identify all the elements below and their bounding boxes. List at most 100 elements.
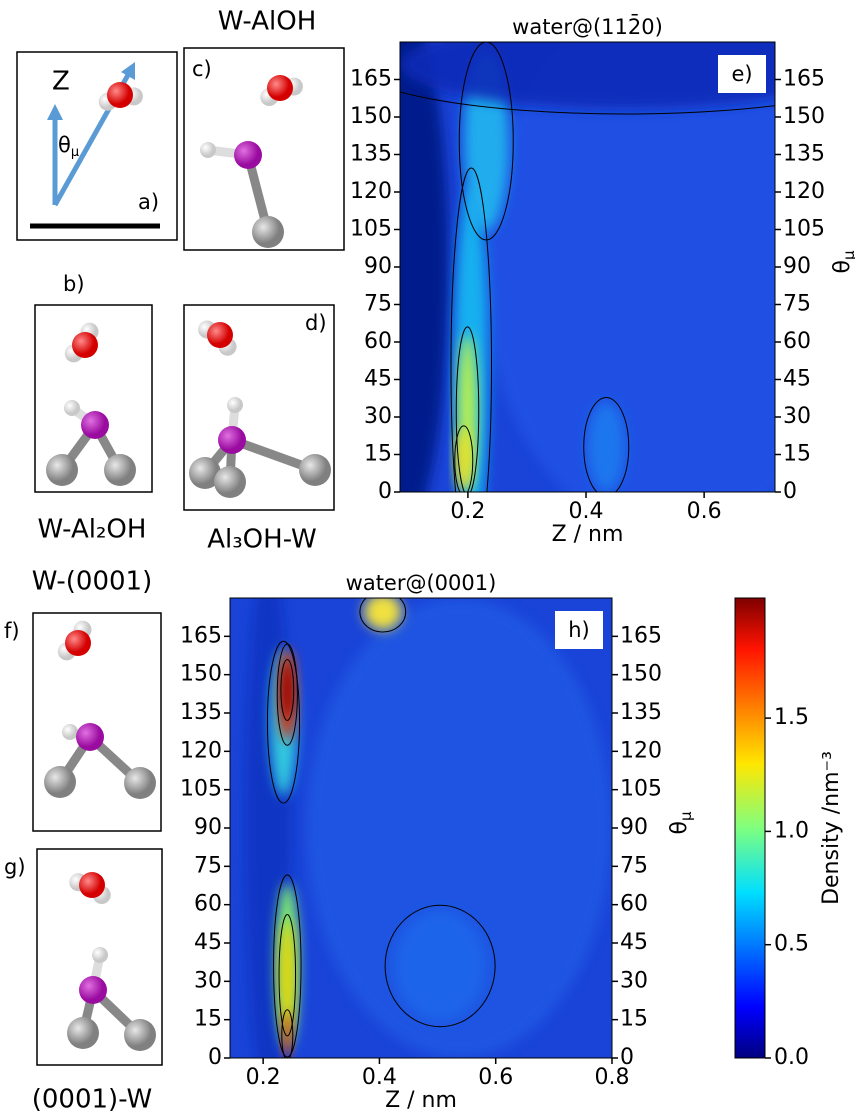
- panel-box: [32, 612, 162, 832]
- panel-caption: (0001)-W: [32, 1085, 153, 1115]
- y-tick-label: 135: [350, 142, 392, 167]
- density-region: [482, 42, 775, 492]
- density-region: [281, 662, 293, 718]
- atom: [124, 767, 156, 799]
- density-region: [400, 42, 775, 110]
- atom: [64, 400, 80, 416]
- panel-label-box: [555, 611, 603, 649]
- contour: [384, 904, 496, 1028]
- y-tick-label: 45: [364, 367, 392, 392]
- atom: [79, 976, 107, 1004]
- x-tick-label: 0.2: [246, 1065, 281, 1090]
- panel-label: h): [568, 618, 590, 642]
- panel-label: f): [4, 619, 20, 643]
- y-tick-label: 30: [364, 404, 392, 429]
- density-region: [306, 598, 612, 1058]
- chart-title: water@(112̄0): [512, 14, 663, 39]
- atom: [104, 454, 136, 486]
- atom: [92, 947, 108, 963]
- y-tick-label: 60: [194, 892, 222, 917]
- colorbar-tick-label: 0.5: [774, 932, 809, 957]
- contour: [273, 874, 302, 1058]
- contour: [359, 598, 407, 633]
- y-tick-label: 75: [194, 853, 222, 878]
- y-tick-label: 60: [364, 329, 392, 354]
- atom: [227, 397, 243, 413]
- panel-caption: W-Al₂OH: [38, 515, 147, 545]
- colorbar-tick-label: 0.0: [774, 1045, 809, 1070]
- x-tick-label: 0.2: [450, 499, 485, 524]
- y2-tick-label: 30: [783, 404, 811, 429]
- contour: [454, 425, 474, 492]
- molecules: [44, 75, 331, 1051]
- z-label: Z: [52, 67, 70, 97]
- contour: [278, 913, 297, 1037]
- panel-box: [34, 304, 153, 493]
- atom: [267, 75, 293, 101]
- atom: [76, 723, 104, 751]
- y-tick-label: 165: [350, 67, 392, 92]
- panel-label: e): [731, 62, 752, 86]
- panel-label-box: [718, 55, 766, 93]
- chart-title: water@(0001): [346, 571, 497, 595]
- x-tick-label: 0.4: [569, 499, 604, 524]
- density-region: [400, 42, 449, 492]
- panel-box: [183, 47, 345, 251]
- y-tick-label: 165: [180, 623, 222, 648]
- contour: [400, 91, 775, 115]
- panel-box: [183, 304, 335, 511]
- y-tick-label: 30: [194, 968, 222, 993]
- heatmap: [230, 598, 612, 1058]
- density-region: [587, 402, 625, 492]
- heatmap: [400, 42, 775, 492]
- panel-title: W-AlOH: [218, 7, 317, 37]
- y-tick-label: 135: [180, 700, 222, 725]
- panel-label: a): [138, 190, 159, 214]
- y-tick-label: 0: [208, 1045, 222, 1070]
- y2-tick-label: 105: [783, 217, 825, 242]
- y2-tick-label: 75: [620, 853, 648, 878]
- contour: [455, 326, 480, 492]
- density-region: [282, 1012, 292, 1058]
- x-tick-label: 0.6: [478, 1065, 513, 1090]
- y-axis-title: θμ: [830, 250, 855, 273]
- y2-tick-label: 45: [783, 367, 811, 392]
- arrowhead: [47, 104, 63, 120]
- y2-tick-label: 75: [783, 292, 811, 317]
- atom: [44, 766, 76, 798]
- contour: [281, 1009, 294, 1058]
- y2-tick-label: 90: [783, 254, 811, 279]
- y-tick-label: 90: [364, 254, 392, 279]
- density-region: [363, 598, 402, 631]
- atom: [207, 322, 233, 348]
- y2-tick-label: 135: [783, 142, 825, 167]
- y2-tick-label: 45: [620, 930, 648, 955]
- atom: [79, 872, 105, 898]
- y2-tick-label: 0: [783, 479, 797, 504]
- y2-tick-label: 0: [620, 1045, 634, 1070]
- atom: [65, 630, 91, 656]
- panel-box: [16, 51, 178, 241]
- atom: [67, 1017, 99, 1049]
- y-tick-label: 105: [180, 777, 222, 802]
- panel-title: W-(0001): [32, 567, 153, 597]
- contour: [458, 42, 514, 241]
- y2-tick-label: 165: [783, 67, 825, 92]
- y2-tick-label: 135: [620, 700, 662, 725]
- atom: [299, 454, 331, 486]
- x-tick-label: 0.4: [362, 1065, 397, 1090]
- y-tick-label: 15: [364, 442, 392, 467]
- x-axis-title: Z / nm: [385, 1088, 457, 1113]
- y-tick-label: 0: [378, 479, 392, 504]
- y2-tick-label: 90: [620, 815, 648, 840]
- contour: [276, 643, 298, 746]
- atom: [124, 1019, 156, 1051]
- y2-tick-label: 150: [783, 104, 825, 129]
- x-axis-title: Z / nm: [552, 522, 624, 547]
- theta-label: θμ: [58, 133, 79, 160]
- contour: [266, 640, 301, 804]
- atom: [189, 457, 221, 489]
- atom: [81, 411, 109, 439]
- y2-tick-label: 15: [783, 442, 811, 467]
- atom: [72, 332, 98, 358]
